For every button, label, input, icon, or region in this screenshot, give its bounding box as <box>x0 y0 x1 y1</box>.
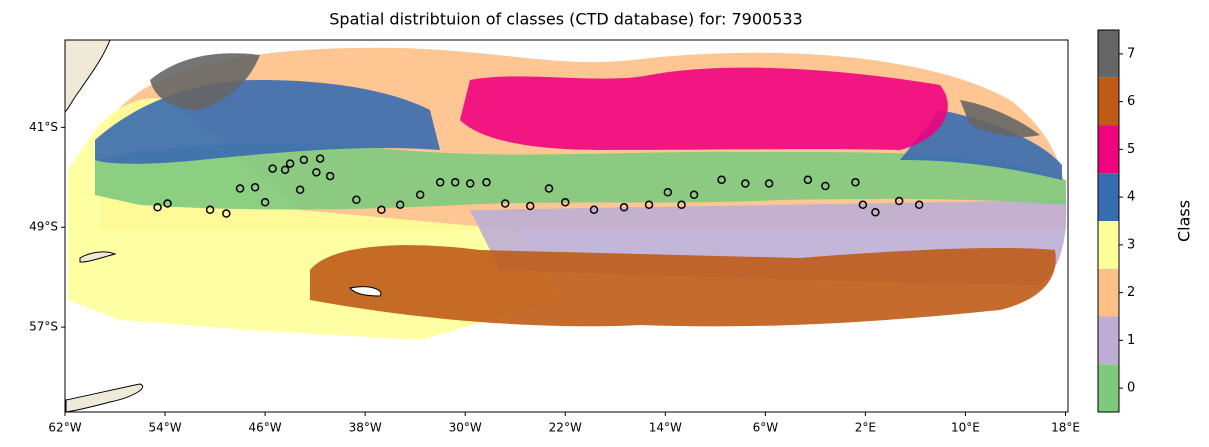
class-regions <box>68 47 1067 340</box>
profile-point <box>315 154 325 163</box>
profile-point <box>377 205 386 215</box>
profile-point <box>677 200 686 210</box>
colorbar-segment <box>1098 364 1119 412</box>
colorbar-tick-label: 5 <box>1127 142 1135 157</box>
colorbar-label: Class <box>1175 200 1194 242</box>
colorbar-segment <box>1098 316 1119 365</box>
colorbar-tick-label: 6 <box>1127 94 1135 109</box>
profile-point <box>415 190 425 200</box>
profile-point <box>821 181 830 191</box>
y-tick-label: 41°S <box>29 120 58 134</box>
x-tick-label: 10°E <box>951 421 980 435</box>
colorbar-segment <box>1098 77 1119 126</box>
class-region <box>900 110 1062 180</box>
colorbar-segment <box>1098 221 1119 269</box>
profile-point <box>268 164 277 173</box>
profile-point <box>235 184 245 193</box>
y-tick-label: 57°S <box>29 320 58 334</box>
profile-point <box>465 179 475 188</box>
y-tick-label: 49°S <box>29 220 58 234</box>
profile-point <box>851 178 860 187</box>
land <box>64 39 382 413</box>
profile-point <box>803 175 813 185</box>
x-tick-label: 22°W <box>549 421 582 435</box>
x-tick-label: 38°W <box>349 421 382 435</box>
colorbar-tick-label: 0 <box>1127 381 1135 396</box>
colorbar-tick-label: 7 <box>1127 46 1135 61</box>
profile-point <box>435 178 445 187</box>
x-tick-label: 2°E <box>855 421 876 435</box>
colorbar-tick-label: 2 <box>1127 285 1135 300</box>
profile-point <box>260 198 270 207</box>
profile-point <box>589 205 599 215</box>
profile-point <box>525 201 535 211</box>
profile-point <box>285 159 295 168</box>
profile-point <box>312 168 321 177</box>
class-region <box>460 67 948 150</box>
profile-point <box>153 203 162 212</box>
profile-point <box>352 195 361 205</box>
profile-point <box>222 209 231 218</box>
colorbar-tick-label: 3 <box>1127 237 1135 252</box>
x-tick-label: 30°W <box>449 421 482 435</box>
profile-point <box>858 200 868 210</box>
profile-point <box>741 179 750 188</box>
colorbar-frame <box>1097 29 1120 413</box>
class-region <box>150 53 260 110</box>
colorbar-tick-label: 1 <box>1127 333 1135 348</box>
profile-point <box>544 184 554 193</box>
class-region <box>95 143 1066 210</box>
profile-point <box>717 175 726 185</box>
class-region <box>310 245 1056 327</box>
profile-point <box>560 198 570 207</box>
colorbar-segment <box>1098 125 1119 174</box>
profile-point <box>299 155 309 165</box>
profile-point <box>894 196 904 206</box>
profile-point <box>764 179 774 188</box>
chart-title: Spatial distribtuion of classes (CTD dat… <box>329 10 802 29</box>
profile-point <box>914 200 924 210</box>
profile-point <box>663 188 673 197</box>
profile-point <box>500 199 510 208</box>
profile-point <box>450 178 460 187</box>
class-region <box>960 100 1040 137</box>
profile-point <box>280 165 290 175</box>
x-tick-label: 54°W <box>148 421 181 435</box>
profile-point <box>325 171 335 181</box>
profile-point <box>619 203 629 212</box>
x-tick-label: 46°W <box>249 421 282 435</box>
x-tick-label: 62°W <box>48 421 81 435</box>
x-tick-label: 14°W <box>649 421 682 435</box>
profile-point <box>163 199 172 208</box>
profile-point <box>395 200 405 210</box>
colorbar-tick-label: 4 <box>1127 190 1135 205</box>
profile-point <box>482 178 491 187</box>
profile-point <box>644 200 654 210</box>
x-tick-label: 18°E <box>1051 421 1080 435</box>
colorbar-segment <box>1098 268 1119 317</box>
profile-point <box>689 190 699 200</box>
profile-point <box>295 185 305 195</box>
profile-point <box>250 183 260 192</box>
profile-point <box>871 208 880 217</box>
profile-point <box>205 205 215 215</box>
colorbar-segment <box>1098 30 1119 78</box>
x-tick-label: 6°W <box>753 421 779 435</box>
axes-frame <box>64 39 1069 413</box>
colorbar-segment <box>1098 173 1119 221</box>
